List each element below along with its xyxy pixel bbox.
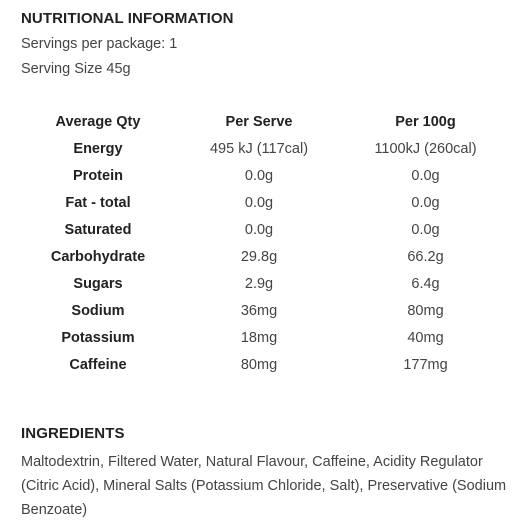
per-100g-value: 0.0g [411,221,440,238]
nutrient-name: Carbohydrate [50,248,146,265]
nutrient-name: Saturated [64,221,132,238]
serving-size: Serving Size 45g [21,61,131,77]
per-serve-value: 0.0g [244,167,274,184]
ingredients-text: Maltodextrin, Filtered Water, Natural Fl… [21,454,507,518]
per-100g-value: 0.0g [411,167,440,184]
table-row: Carbohydrate 29.8g 66.2g [0,243,529,270]
nutrition-heading: NUTRITIONAL INFORMATION [21,10,234,27]
nutrition-table: Average Qty Per Serve Per 100g Energy 495… [0,108,529,378]
table-row: Potassium 18mg 40mg [0,324,529,351]
table-header-row: Average Qty Per Serve Per 100g [0,108,529,135]
nutrient-name: Sugars [73,275,123,292]
per-100g-value: 40mg [407,329,444,346]
per-100g-value: 1100kJ (260cal) [374,140,477,157]
nutrient-name: Caffeine [69,356,127,373]
per-serve-value: 18mg [240,329,278,346]
table-row: Protein 0.0g 0.0g [0,162,529,189]
per-100g-value: 0.0g [411,194,440,211]
per-serve-value: 29.8g [240,248,278,265]
table-row: Saturated 0.0g 0.0g [0,216,529,243]
table-row: Fat - total 0.0g 0.0g [0,189,529,216]
table-row: Caffeine 80mg 177mg [0,351,529,378]
servings-per-package: Servings per package: 1 [21,36,178,52]
table-row: Energy 495 kJ (117cal) 1100kJ (260cal) [0,135,529,162]
per-100g-value: 177mg [403,356,448,373]
per-100g-value: 6.4g [411,275,440,292]
nutrient-name: Fat - total [65,194,131,211]
per-serve-value: 80mg [240,356,278,373]
nutrient-name: Potassium [61,329,135,346]
per-100g-value: 80mg [407,302,444,319]
table-row: Sodium 36mg 80mg [0,297,529,324]
column-header-per-serve: Per Serve [225,113,293,130]
per-serve-value: 0.0g [244,221,274,238]
ingredients-heading: INGREDIENTS [21,425,125,442]
nutrient-name: Sodium [71,302,125,319]
column-header-average-qty: Average Qty [55,113,141,130]
nutrient-name: Energy [73,140,123,157]
column-header-per-100g: Per 100g [395,113,456,130]
per-serve-value: 2.9g [244,275,274,292]
per-serve-value: 0.0g [244,194,274,211]
per-100g-value: 66.2g [407,248,444,265]
per-serve-value: 495 kJ (117cal) [209,140,309,157]
per-serve-value: 36mg [240,302,278,319]
nutrition-table-body: Energy 495 kJ (117cal) 1100kJ (260cal) Prot… [0,135,529,378]
table-row: Sugars 2.9g 6.4g [0,270,529,297]
nutrient-name: Protein [73,167,123,184]
